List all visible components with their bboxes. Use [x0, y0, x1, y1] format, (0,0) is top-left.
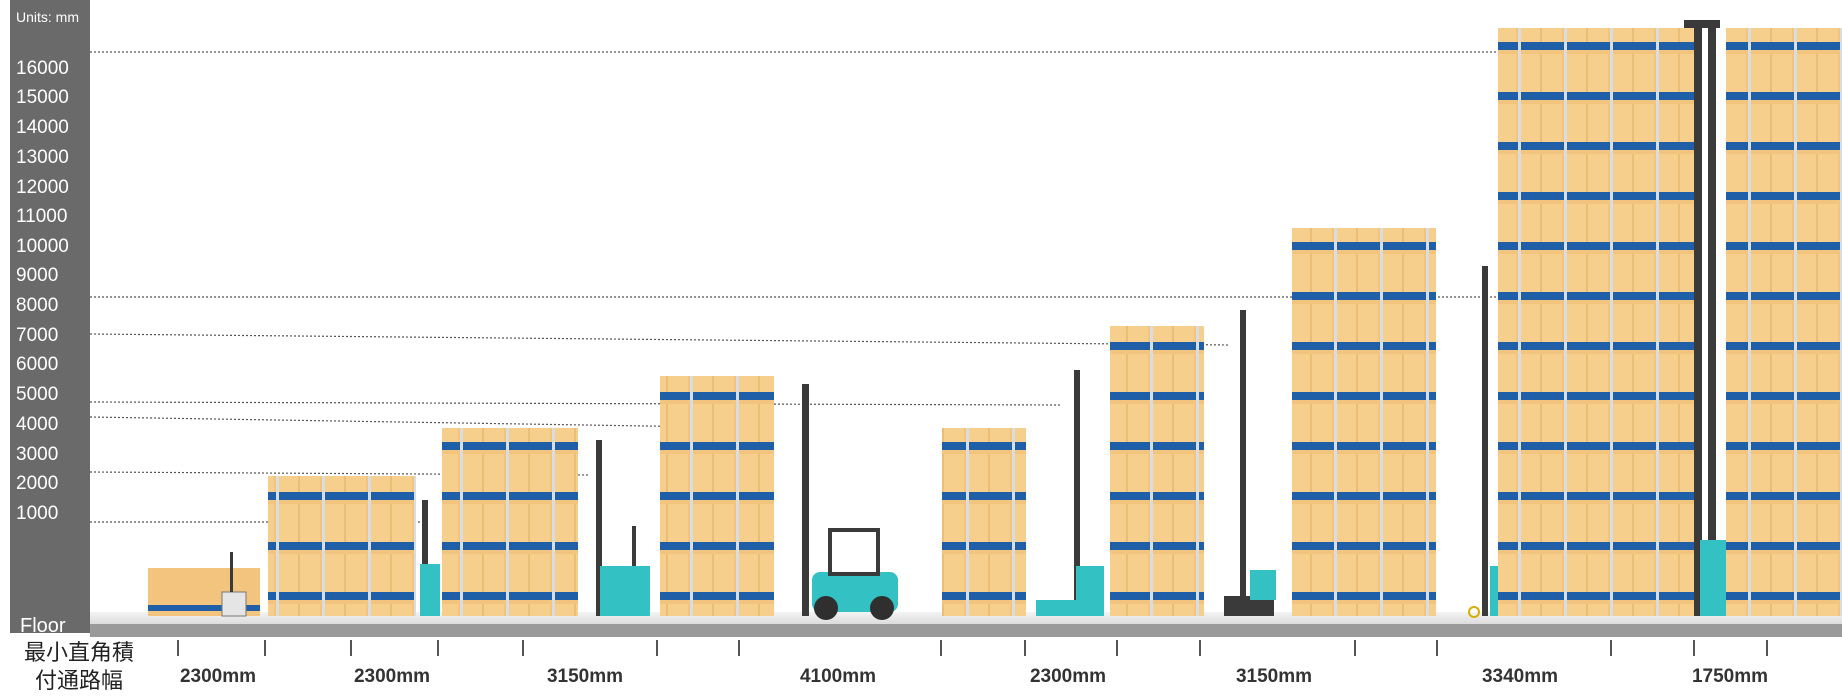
- truck-mast-3: [596, 440, 602, 616]
- aisle-caption-line-1: 最小直角積: [23, 641, 134, 666]
- aisle-tick: [656, 640, 658, 656]
- rack-6: [1110, 326, 1204, 616]
- tick-label-6000: 6000: [16, 354, 59, 375]
- tick-label-14000: 14000: [16, 117, 69, 138]
- aisle-tick: [1610, 640, 1612, 656]
- aisle-tick: [264, 640, 266, 656]
- aisle-tick: [1766, 640, 1768, 656]
- rack-8a: [1498, 28, 1694, 616]
- truck-base-6: [1224, 596, 1274, 616]
- aisle-caption-line-2: 付通路幅: [34, 669, 123, 694]
- aisle-width-label-2: 2300mm: [353, 666, 431, 687]
- aisle-tick: [437, 640, 439, 656]
- tick-label-12000: 12000: [16, 177, 69, 198]
- forklift-wheel-front-4: [814, 596, 838, 620]
- turret-mast-8a: [1694, 24, 1702, 616]
- forklift-mast-4: [802, 384, 809, 616]
- aisle-tick: [350, 640, 352, 656]
- aisle-width-label-1: 2300mm: [179, 666, 257, 687]
- tick-label-16000: 16000: [16, 58, 69, 79]
- truck-body-6: [1250, 570, 1276, 600]
- truck-mast-7: [1482, 266, 1488, 616]
- rack-5: [942, 428, 1026, 616]
- aisle-tick: [522, 640, 524, 656]
- aisle-width-label-5: 2300mm: [1029, 666, 1107, 687]
- ref-line-6400: [89, 401, 1061, 406]
- tick-label-5000: 5000: [16, 384, 59, 405]
- aisle-tick: [1024, 640, 1026, 656]
- rack-8b: [1726, 28, 1842, 616]
- aisle-tick: [1354, 640, 1356, 656]
- tick-label-4000: 4000: [16, 414, 59, 435]
- truck-mast-6: [1240, 310, 1246, 616]
- agv-truck-1: [221, 591, 247, 617]
- aisle-tick: [177, 640, 179, 656]
- height-scale-panel: Units: mm 16000 15000 14000 13000 12000 …: [10, 0, 90, 633]
- truck-mast-5: [1074, 370, 1080, 616]
- truck-handle-3: [632, 526, 636, 566]
- forklift-wheel-rear-4: [870, 596, 894, 620]
- ref-line-6000: [89, 416, 771, 429]
- truck-body-2: [420, 564, 440, 616]
- aisle-tick: [940, 640, 942, 656]
- forklift-cage-4: [828, 528, 880, 576]
- truck-base-5: [1036, 600, 1104, 616]
- truck-body-5: [1076, 566, 1104, 602]
- aisle-width-caption: 最小直角積 付通路幅: [12, 640, 146, 696]
- units-label: Units: mm: [16, 9, 79, 25]
- tick-label-15000: 15000: [16, 87, 69, 108]
- aisle-width-label-7: 3340mm: [1481, 666, 1559, 687]
- rack-4: [660, 376, 774, 616]
- tick-label-13000: 13000: [16, 147, 69, 168]
- truck-body-3: [600, 566, 650, 616]
- rack-2: [268, 476, 416, 616]
- pallet-beam-1: [148, 605, 260, 611]
- aisle-tick: [1116, 640, 1118, 656]
- aisle-tick: [1693, 640, 1695, 656]
- tick-label-11000: 11000: [16, 206, 68, 227]
- aisle-width-label-8: 1750mm: [1691, 666, 1769, 687]
- agv-mast-1: [230, 552, 233, 592]
- truck-mast-2: [422, 500, 428, 616]
- rack-3: [442, 428, 578, 616]
- aisle-tick: [738, 640, 740, 656]
- aisle-tick: [1199, 640, 1201, 656]
- floor-label: Floor: [20, 615, 66, 637]
- tick-label-3000: 3000: [16, 444, 59, 465]
- aisle-width-label-3: 3150mm: [546, 666, 624, 687]
- tick-label-10000: 10000: [16, 236, 69, 257]
- aisle-width-label-6: 3150mm: [1235, 666, 1313, 687]
- truck-light-7: [1468, 606, 1480, 618]
- turret-mast-8b: [1708, 24, 1716, 616]
- tick-label-1000: 1000: [16, 503, 59, 524]
- tick-label-2000: 2000: [16, 473, 59, 494]
- aisle-tick: [1436, 640, 1438, 656]
- tick-label-9000: 9000: [16, 265, 59, 286]
- tick-label-7000: 7000: [16, 325, 59, 346]
- aisle-width-label-4: 4100mm: [799, 666, 877, 687]
- tick-label-8000: 8000: [16, 295, 59, 316]
- floor-bar: [90, 624, 1842, 637]
- rack-7: [1292, 228, 1436, 616]
